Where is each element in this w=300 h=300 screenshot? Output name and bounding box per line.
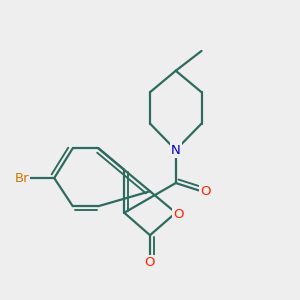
Text: O: O [145, 256, 155, 268]
Text: O: O [200, 185, 210, 198]
Text: O: O [173, 208, 184, 221]
Text: N: N [171, 143, 181, 157]
Text: Br: Br [14, 172, 29, 184]
